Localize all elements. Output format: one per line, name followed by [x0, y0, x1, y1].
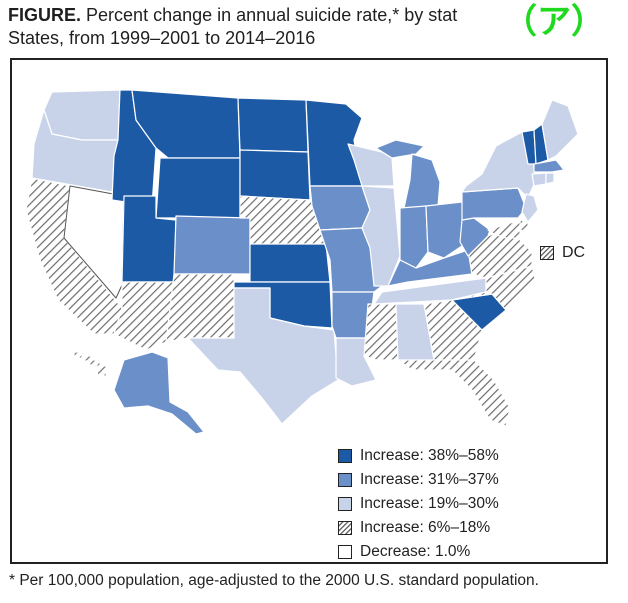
state-CT: [531, 172, 547, 187]
state-OH: [425, 201, 469, 259]
state-IA: [309, 185, 371, 231]
state-SD: [239, 149, 311, 201]
footnote: * Per 100,000 population, age-adjusted t…: [9, 572, 539, 589]
title-prefix: FIGURE.: [8, 5, 82, 25]
legend-label: Increase: 31%–37%: [360, 471, 499, 488]
legend-item: Decrease: 1.0%: [338, 540, 578, 564]
state-TX: [187, 287, 339, 425]
legend-label: Increase: 19%–30%: [360, 495, 499, 512]
state-NM: [165, 273, 235, 343]
state-MA: [533, 159, 565, 173]
state-ME: [541, 99, 579, 161]
legend-swatch-c1: [338, 449, 352, 463]
state-MD: [487, 219, 521, 239]
state-ND: [237, 97, 309, 153]
dc-swatch: [540, 246, 554, 260]
legend-item: Increase: 6%–18%: [338, 516, 578, 540]
state-WY: [155, 157, 241, 219]
state-PA: [461, 187, 527, 221]
state-KY: [387, 249, 473, 287]
title-text-1: Percent change in annual suicide rate,* …: [86, 5, 458, 25]
dc-indicator: DC: [540, 244, 585, 262]
title-line-1: FIGURE. Percent change in annual suicide…: [8, 4, 498, 27]
state-IN: [399, 205, 429, 269]
legend-swatch-c4: [338, 521, 352, 535]
legend-label: Increase: 38%–58%: [360, 447, 499, 464]
state-NC: [451, 265, 537, 311]
state-AK: [113, 351, 205, 435]
legend-label: Decrease: 1.0%: [360, 543, 471, 560]
legend-item: Increase: 19%–30%: [338, 492, 578, 516]
legend-item: Increase: 31%–37%: [338, 468, 578, 492]
legend-swatch-c5: [338, 545, 352, 559]
figure-title: FIGURE. Percent change in annual suicide…: [8, 4, 498, 50]
annotation-badge: （ア）: [503, 2, 605, 42]
state-CO: [173, 215, 251, 275]
state-FL: [397, 359, 511, 427]
state-MS: [363, 303, 399, 361]
state-IL: [361, 185, 401, 287]
state-AZ: [113, 281, 175, 351]
state-DE: [519, 219, 529, 233]
state-WA: [43, 89, 121, 141]
state-NJ: [521, 193, 539, 223]
legend-swatch-c3: [338, 497, 352, 511]
dc-label: DC: [562, 244, 586, 261]
us-choropleth-map: [25, 89, 579, 435]
state-KS: [249, 243, 331, 283]
title-line-2: States, from 1999–2001 to 2014–2016: [8, 28, 316, 48]
state-HI: [73, 351, 109, 377]
state-GA: [423, 299, 483, 361]
legend-item: Increase: 38%–58%: [338, 444, 578, 468]
legend-label: Increase: 6%–18%: [360, 519, 491, 536]
state-RI: [545, 172, 555, 185]
state-MN: [305, 99, 363, 187]
legend-swatch-c2: [338, 473, 352, 487]
map-legend: Increase: 38%–58% Increase: 31%–37% Incr…: [338, 444, 578, 564]
